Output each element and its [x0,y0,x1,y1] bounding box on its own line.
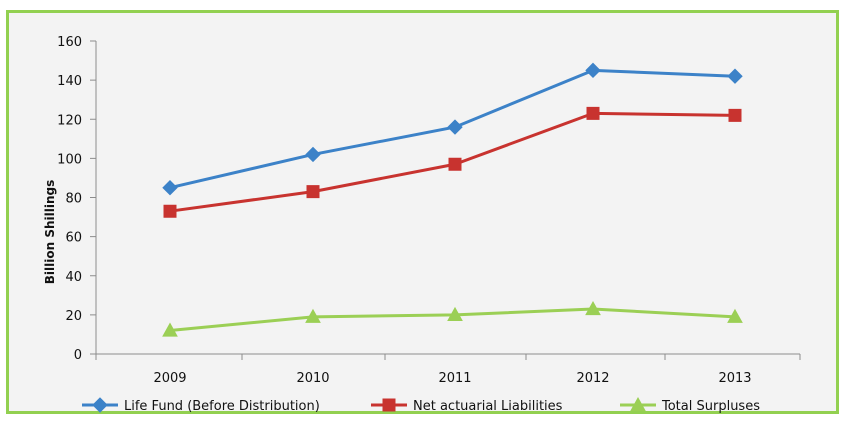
y-tick-label: 20 [65,309,82,324]
data-point [448,157,462,171]
x-tick-label: 2009 [153,371,186,386]
series-markers [162,62,743,337]
data-point [727,68,743,84]
data-point [586,106,600,120]
x-tick-label: 2013 [718,371,751,386]
y-tick-label: 140 [57,74,82,89]
legend-label: Life Fund (Before Distribution) [124,399,320,414]
x-tick-label: 2012 [576,371,609,386]
legend-label: Total Surpluses [661,399,760,414]
data-point [447,119,463,135]
legend: Life Fund (Before Distribution) Net actua… [82,396,760,414]
data-point [585,62,601,79]
data-point [305,308,321,323]
data-point [447,306,463,321]
top-strip [0,0,848,8]
data-point [163,204,177,218]
legend-marker [382,398,396,412]
data-point [727,308,743,323]
y-tick-label: 80 [65,192,82,207]
y-axis-title: Billion Shillings [43,180,57,284]
legend-marker [92,397,108,413]
series-lines [168,68,737,333]
y-tick-label: 100 [57,152,82,167]
y-tick-labels: 0 20 40 60 80 100 120 140 160 [57,35,82,363]
data-point [162,322,178,337]
y-tick-label: 0 [74,348,82,363]
data-point [728,108,742,122]
data-point [306,185,320,199]
chart-frame [6,10,839,414]
axes [90,40,801,360]
data-point [305,146,321,163]
x-tick-label: 2011 [438,371,471,386]
y-tick-label: 120 [57,113,82,128]
y-tick-label: 160 [57,35,82,50]
x-tick-label: 2010 [296,371,329,386]
legend-marker [630,396,646,412]
legend-label: Net actuarial Liabilities [413,399,563,414]
data-point [162,180,178,196]
data-point [585,300,601,316]
x-tick-labels: 2009 2010 2011 2012 2013 [153,371,751,386]
y-tick-label: 60 [65,231,82,246]
y-tick-label: 40 [65,270,82,285]
